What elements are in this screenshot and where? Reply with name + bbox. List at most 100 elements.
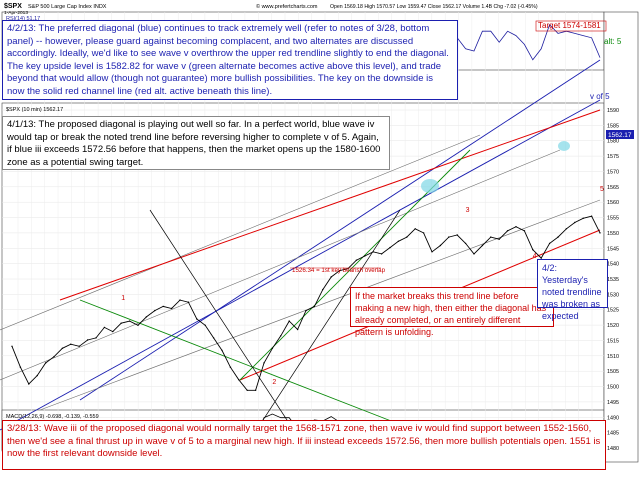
- price-point-20: [179, 299, 181, 301]
- price-point-8: [78, 345, 80, 347]
- y-tick-1515: 1515: [607, 338, 619, 344]
- price-point-33: [288, 320, 290, 322]
- price-point-25: [221, 349, 223, 352]
- price-point-49: [422, 232, 425, 234]
- price-point-41: [355, 259, 358, 261]
- last-price-tag: 1562.17: [608, 132, 632, 139]
- blue-channel-lower: [0, 99, 601, 431]
- chart-site: © www.prefertcharts.com: [256, 3, 318, 10]
- price-point-13: [120, 322, 122, 324]
- price-point-70: [599, 232, 601, 234]
- price-point-63: [540, 257, 542, 259]
- blue-channel-upper: [79, 59, 601, 401]
- price-point-24: [212, 337, 215, 339]
- price-point-66: [565, 228, 568, 230]
- price-point-44: [380, 253, 383, 255]
- price-point-4: [44, 362, 47, 364]
- price-point-64: [548, 242, 551, 245]
- price-point-69: [590, 215, 593, 217]
- y-tick-1480: 1480: [607, 446, 619, 452]
- price-point-50: [431, 251, 433, 253]
- y-tick-1575: 1575: [607, 154, 619, 160]
- price-point-0: [11, 345, 13, 347]
- macd-label: MACD(12,26,9) -0.698, -0.139, -0.559: [6, 414, 99, 420]
- wave-count-2: 2: [272, 379, 276, 386]
- price-point-2: [28, 383, 30, 385]
- price-point-56: [481, 244, 484, 247]
- price-point-52: [448, 236, 450, 238]
- price-point-1: [19, 366, 22, 368]
- rsi-label: RSI(14) 51.17: [6, 16, 40, 22]
- price-point-6: [61, 347, 64, 349]
- trend-channels: [0, 59, 601, 441]
- chart-symbol: $SPX: [4, 3, 22, 10]
- price-point-62: [532, 249, 534, 251]
- price-point-53: [456, 234, 458, 236]
- y-tick-1580: 1580: [607, 139, 619, 145]
- alt5-label: alt: 5: [604, 37, 622, 46]
- note-0402: 4/2/13: The preferred diagonal (blue) co…: [2, 20, 458, 100]
- price-point-51: [439, 244, 442, 247]
- wave-counts: 1 2 3 4 5: [121, 186, 604, 386]
- price-point-68: [582, 217, 584, 219]
- y-tick-1500: 1500: [607, 385, 619, 391]
- last-price-tag-box: [606, 130, 634, 139]
- y-tick-labels: 1590 1585 1580 1575 1570 1565 1560 1555 1550 1545…: [607, 108, 619, 452]
- highlight-iv: [421, 179, 439, 193]
- y-tick-1535: 1535: [607, 277, 619, 283]
- price-point-11: [103, 326, 106, 329]
- price-point-57: [490, 236, 492, 238]
- target-box: [535, 20, 607, 32]
- price-point-48: [414, 228, 416, 230]
- y-tick-1525: 1525: [607, 308, 619, 314]
- price-point-36: [313, 305, 316, 308]
- price-point-15: [137, 324, 139, 326]
- price-point-31: [271, 347, 274, 349]
- note-trendline: If the market breaks this trend line bef…: [350, 287, 554, 337]
- wave-count-1: 1: [121, 295, 125, 302]
- price-point-5: [53, 356, 55, 358]
- chart-name: S&P 500 Large Cap Index INDX: [28, 4, 107, 10]
- target-label: Target 1574-1581: [538, 21, 601, 30]
- price-point-14: [128, 320, 131, 322]
- y-tick-1560: 1560: [607, 200, 619, 206]
- price-point-12: [112, 330, 114, 333]
- price-series: [11, 215, 601, 391]
- price-point-26: [229, 366, 232, 368]
- note-0401: 4/1/13: The proposed diagonal is playing…: [2, 116, 390, 170]
- price-point-55: [473, 253, 475, 255]
- y-tick-1585: 1585: [607, 123, 619, 129]
- price-point-38: [330, 276, 332, 278]
- chart-ohlc: Open 1569.18 High 1570.57 Low 1559.47 Cl…: [330, 4, 538, 10]
- gray-channel-3: [39, 199, 601, 411]
- price-point-28: [246, 389, 248, 391]
- price-point-17: [154, 309, 156, 312]
- y-tick-1540: 1540: [607, 262, 619, 268]
- chart-date: 1-Apr-2013: [4, 10, 28, 16]
- price-point-19: [170, 307, 173, 310]
- y-tick-1510: 1510: [607, 354, 619, 360]
- y-tick-1545: 1545: [607, 246, 619, 252]
- price-point-59: [506, 230, 509, 232]
- price-label: $SPX (10 min) 1562.17: [6, 107, 63, 113]
- price-point-45: [389, 246, 391, 249]
- y-tick-1530: 1530: [607, 292, 619, 298]
- price-point-9: [86, 339, 89, 341]
- price-point-37: [322, 288, 324, 291]
- y-tick-1590: 1590: [607, 108, 619, 114]
- price-point-22: [196, 318, 198, 320]
- gray-channel-2: [0, 149, 561, 381]
- price-point-18: [162, 305, 164, 308]
- price-point-23: [204, 324, 206, 326]
- price-point-61: [523, 230, 526, 232]
- price-point-60: [515, 226, 517, 228]
- highlight-alt: [558, 141, 570, 151]
- price-point-47: [406, 236, 408, 238]
- wave-count-3: 3: [466, 207, 470, 214]
- gray-channel-1: [0, 134, 481, 331]
- price-point-42: [364, 255, 366, 257]
- price-point-34: [296, 328, 299, 331]
- price-point-30: [263, 362, 265, 364]
- wave-count-5: 5: [600, 186, 604, 193]
- y-tick-1555: 1555: [607, 216, 619, 222]
